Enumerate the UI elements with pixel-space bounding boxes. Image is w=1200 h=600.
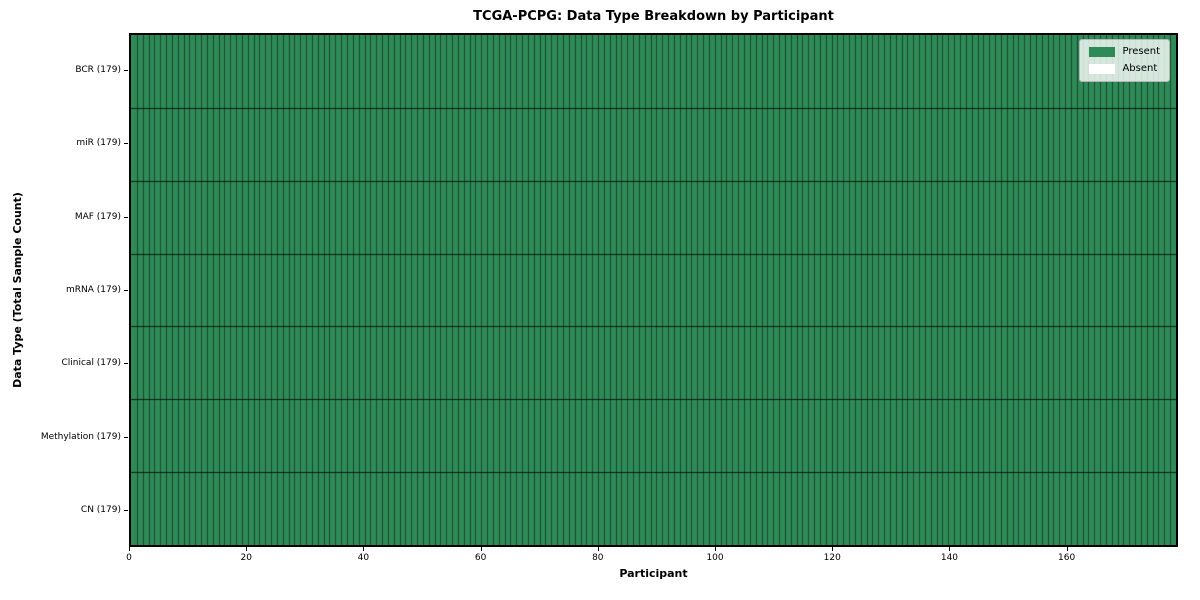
plot-area: Present Absent	[129, 33, 1178, 547]
legend-swatch-present-icon	[1089, 47, 1116, 57]
x-tick-mark	[832, 547, 834, 551]
x-tick-label: 120	[823, 553, 841, 563]
y-tick-mark	[124, 143, 128, 144]
x-tick-label: 100	[706, 553, 724, 563]
y-tick-mark	[124, 217, 128, 218]
y-tick-mark	[124, 70, 128, 71]
chart-title: TCGA-PCPG: Data Type Breakdown by Partic…	[473, 9, 834, 24]
legend-label-present: Present	[1122, 46, 1160, 57]
x-tick-mark	[480, 547, 482, 551]
x-tick-mark	[246, 547, 248, 551]
x-tick-mark	[129, 547, 130, 551]
x-tick-mark	[715, 547, 717, 551]
y-tick-label: mRNA (179)	[66, 285, 121, 295]
y-axis-label: Data Type (Total Sample Count)	[11, 192, 24, 388]
x-tick-label: 20	[240, 553, 252, 563]
y-tick-label: miR (179)	[76, 138, 121, 149]
x-tick-label: 160	[1058, 553, 1076, 563]
legend-swatch-absent-icon	[1089, 64, 1116, 74]
y-tick-label: Clinical (179)	[61, 358, 121, 369]
legend-item-present: Present	[1089, 46, 1160, 58]
x-tick-label: 140	[940, 553, 959, 563]
x-tick-label: 40	[357, 553, 370, 563]
y-tick-label: CN (179)	[80, 505, 121, 516]
x-axis-label: Participant	[619, 567, 688, 580]
x-tick-label: 0	[126, 553, 132, 563]
y-tick-mark	[124, 363, 128, 364]
x-tick-label: 60	[474, 553, 487, 563]
y-tick-label: MAF (179)	[74, 211, 121, 222]
heatmap-canvas	[131, 35, 1176, 545]
x-tick-mark	[949, 547, 951, 551]
legend: Present Absent	[1079, 39, 1170, 82]
y-tick-mark	[124, 510, 128, 511]
x-tick-mark	[1066, 547, 1068, 551]
x-tick-mark	[597, 547, 599, 551]
legend-label-absent: Absent	[1122, 63, 1158, 74]
x-tick-mark	[363, 547, 365, 551]
y-tick-mark	[124, 437, 128, 438]
x-tick-label: 80	[592, 553, 604, 563]
y-tick-label: BCR (179)	[75, 64, 121, 75]
y-tick-label: Methylation (179)	[40, 431, 121, 442]
y-tick-mark	[124, 290, 128, 291]
legend-item-absent: Absent	[1089, 63, 1160, 75]
